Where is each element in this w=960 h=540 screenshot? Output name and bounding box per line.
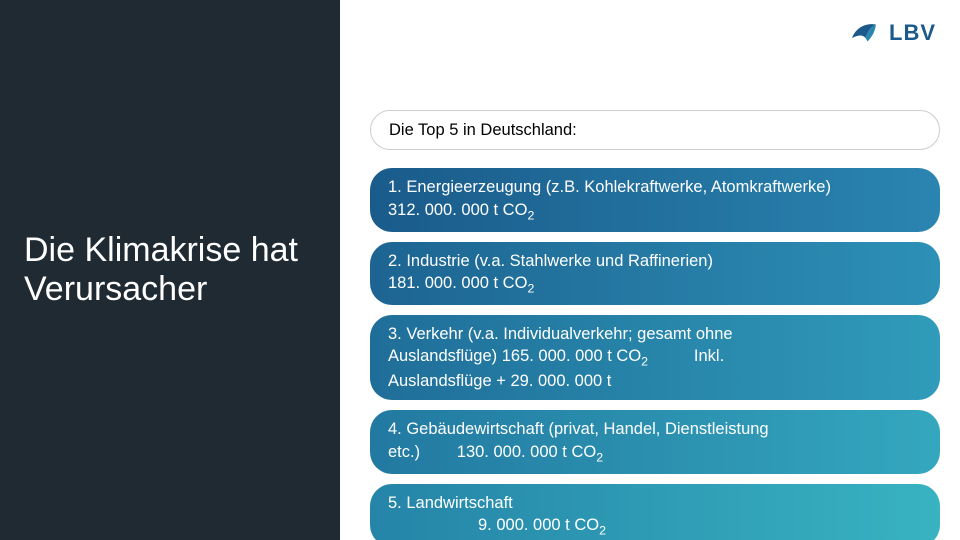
list-item: 3. Verkehr (v.a. Individualverkehr; gesa…: [370, 315, 940, 401]
co2-subscript: 2: [527, 208, 534, 222]
item-line1: 5. Landwirtschaft: [388, 494, 513, 512]
list-header-label: Die Top 5 in Deutschland:: [389, 121, 577, 139]
list-header: Die Top 5 in Deutschland:: [370, 110, 940, 150]
list-item: 4. Gebäudewirtschaft (privat, Handel, Di…: [370, 410, 940, 473]
item-line1: 1. Energieerzeugung (z.B. Kohlekraftwerk…: [388, 178, 831, 196]
item-line1: 3. Verkehr (v.a. Individualverkehr; gesa…: [388, 325, 733, 343]
item-line1: 4. Gebäudewirtschaft (privat, Handel, Di…: [388, 420, 769, 438]
item-line3: Auslandsflüge + 29. 000. 000 t: [388, 372, 611, 390]
list-item: 2. Industrie (v.a. Stahlwerke und Raffin…: [370, 242, 940, 305]
sidebar-panel: Die Klimakrise hat Verursacher: [0, 0, 340, 540]
item-value: 312. 000. 000 t CO: [388, 201, 527, 219]
co2-subscript: 2: [596, 450, 603, 464]
item-line2-post: Inkl.: [648, 347, 724, 365]
list-item: 1. Energieerzeugung (z.B. Kohlekraftwerk…: [370, 168, 940, 231]
list-item: 5. Landwirtschaft 9. 000. 000 t CO2: [370, 484, 940, 540]
co2-subscript: 2: [527, 281, 534, 295]
co2-subscript: 2: [599, 523, 606, 537]
item-value: etc.) 130. 000. 000 t CO: [388, 443, 596, 461]
item-value: 181. 000. 000 t CO: [388, 274, 527, 292]
item-value: 9. 000. 000 t CO: [478, 516, 599, 534]
item-value: Auslandsflüge) 165. 000. 000 t CO: [388, 347, 641, 365]
logo-text: LBV: [889, 20, 936, 46]
item-line1: 2. Industrie (v.a. Stahlwerke und Raffin…: [388, 252, 713, 270]
content-area: Die Top 5 in Deutschland: 1. Energieerze…: [370, 110, 940, 540]
logo: LBV: [847, 16, 936, 50]
slide-title: Die Klimakrise hat Verursacher: [24, 231, 316, 309]
lbv-bird-icon: [847, 16, 881, 50]
